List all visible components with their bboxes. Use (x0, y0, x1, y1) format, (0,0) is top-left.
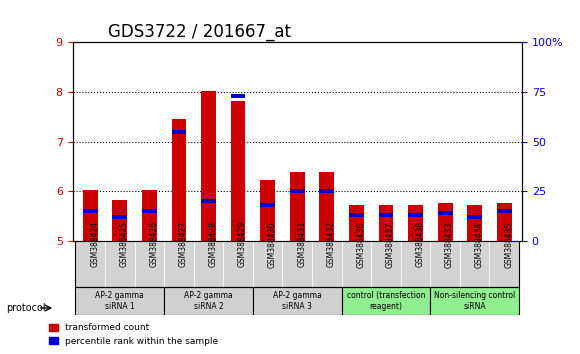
Bar (497, 209, 512, 213)
Text: GDS3722 / 201667_at: GDS3722 / 201667_at (108, 23, 292, 41)
Bar (438, 211, 452, 215)
FancyBboxPatch shape (253, 287, 342, 315)
FancyBboxPatch shape (430, 287, 519, 315)
FancyBboxPatch shape (490, 241, 519, 287)
Text: Non-silencing control
siRNA: Non-silencing control siRNA (434, 291, 515, 311)
Text: protocol: protocol (6, 303, 45, 313)
Bar (408, 205, 423, 241)
Bar (231, 101, 245, 241)
FancyBboxPatch shape (430, 241, 460, 287)
Text: AP-2 gamma
siRNA 3: AP-2 gamma siRNA 3 (273, 291, 322, 311)
Bar (83, 209, 97, 213)
Bar (349, 205, 364, 241)
Bar (260, 203, 275, 207)
Text: GSM388428: GSM388428 (209, 222, 218, 267)
Bar (231, 94, 245, 98)
Bar (113, 200, 127, 241)
FancyBboxPatch shape (253, 241, 282, 287)
Bar (172, 130, 186, 134)
Text: AP-2 gamma
siRNA 1: AP-2 gamma siRNA 1 (96, 291, 144, 311)
FancyBboxPatch shape (342, 287, 430, 315)
Bar (467, 205, 482, 241)
FancyBboxPatch shape (282, 241, 312, 287)
Bar (113, 215, 127, 219)
Text: GSM388424: GSM388424 (90, 221, 99, 268)
Text: GSM388430: GSM388430 (268, 221, 277, 268)
FancyBboxPatch shape (164, 287, 253, 315)
Bar (379, 205, 393, 241)
Text: GSM388438: GSM388438 (415, 221, 425, 268)
Text: GSM388437: GSM388437 (386, 221, 395, 268)
Legend: transformed count, percentile rank within the sample: transformed count, percentile rank withi… (45, 320, 222, 349)
Bar (467, 215, 482, 219)
Text: GSM388433: GSM388433 (445, 221, 454, 268)
Bar (320, 189, 334, 193)
FancyBboxPatch shape (401, 241, 430, 287)
FancyBboxPatch shape (75, 287, 164, 315)
Bar (201, 199, 216, 203)
FancyBboxPatch shape (371, 241, 401, 287)
Bar (438, 202, 452, 241)
FancyBboxPatch shape (312, 241, 342, 287)
Text: GSM388425: GSM388425 (120, 221, 129, 268)
Bar (201, 91, 216, 241)
FancyBboxPatch shape (194, 241, 223, 287)
Bar (497, 202, 512, 241)
FancyBboxPatch shape (135, 241, 164, 287)
Text: GSM388435: GSM388435 (504, 221, 513, 268)
FancyBboxPatch shape (164, 241, 194, 287)
Text: control (transfection
reagent): control (transfection reagent) (347, 291, 425, 311)
Bar (379, 213, 393, 217)
Bar (172, 119, 186, 241)
Bar (408, 213, 423, 217)
Bar (142, 209, 157, 213)
Bar (260, 180, 275, 241)
FancyBboxPatch shape (342, 241, 371, 287)
FancyBboxPatch shape (105, 241, 135, 287)
Text: GSM388426: GSM388426 (150, 221, 158, 268)
Bar (290, 189, 304, 193)
Text: GSM388429: GSM388429 (238, 221, 247, 268)
Bar (142, 190, 157, 241)
Bar (83, 190, 97, 241)
FancyBboxPatch shape (75, 241, 105, 287)
Text: GSM388432: GSM388432 (327, 221, 336, 268)
Bar (290, 172, 304, 241)
FancyBboxPatch shape (460, 241, 490, 287)
Text: GSM388431: GSM388431 (297, 221, 306, 268)
FancyBboxPatch shape (223, 241, 253, 287)
Text: GSM388436: GSM388436 (356, 221, 365, 268)
Text: GSM388434: GSM388434 (474, 221, 484, 268)
Bar (320, 172, 334, 241)
Bar (349, 213, 364, 217)
Text: AP-2 gamma
siRNA 2: AP-2 gamma siRNA 2 (184, 291, 233, 311)
Text: GSM388427: GSM388427 (179, 221, 188, 268)
